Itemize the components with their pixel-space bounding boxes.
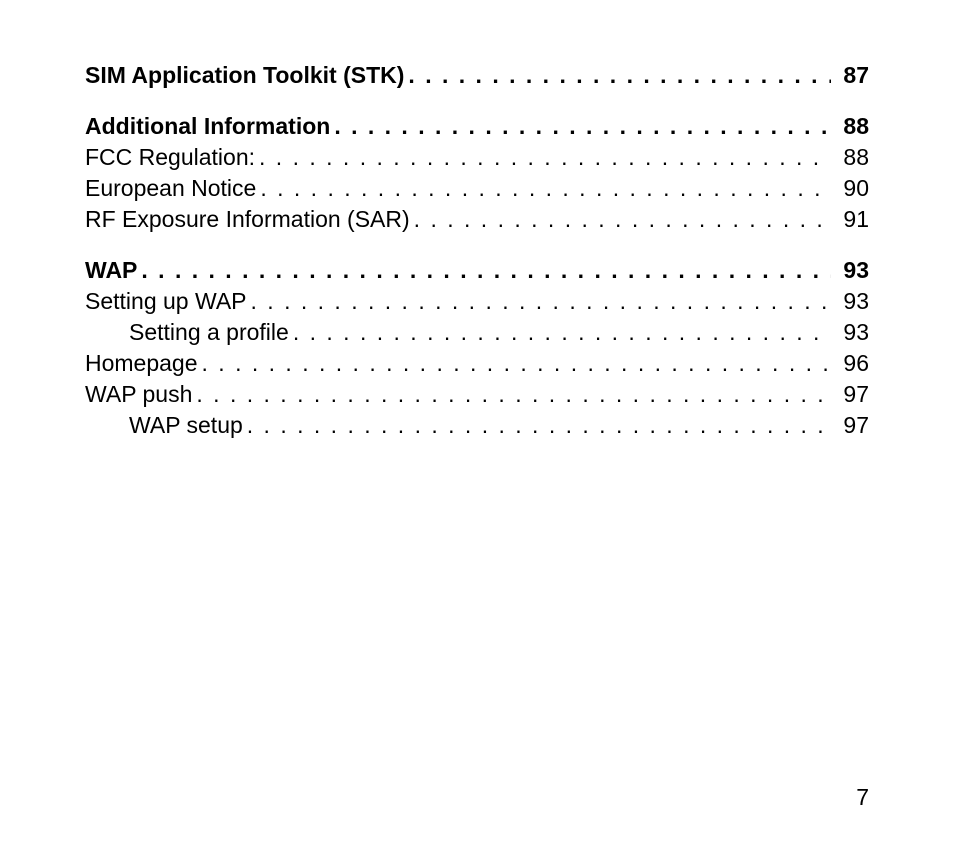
toc-entry-title: European Notice (85, 173, 256, 204)
toc-entry-page: 90 (835, 173, 869, 204)
toc-leader-dots: . . . . . . . . . . . . . . . . . . . . … (202, 348, 831, 379)
toc-entry-title: RF Exposure Information (SAR) (85, 204, 410, 235)
toc-section: SIM Application Toolkit (STK) . . . . . … (85, 60, 869, 91)
toc-entry-title: Homepage (85, 348, 198, 379)
toc-entry-title: WAP setup (129, 410, 243, 441)
toc-entry-title: WAP push (85, 379, 192, 410)
toc-entry: WAP . . . . . . . . . . . . . . . . . . … (85, 255, 869, 286)
toc-entry: WAP setup . . . . . . . . . . . . . . . … (85, 410, 869, 441)
toc-leader-dots: . . . . . . . . . . . . . . . . . . . . … (408, 60, 831, 91)
page-number: 7 (856, 784, 869, 811)
toc-leader-dots: . . . . . . . . . . . . . . . . . . . . … (247, 410, 831, 441)
toc-entry-page: 93 (835, 286, 869, 317)
table-of-contents: SIM Application Toolkit (STK) . . . . . … (85, 60, 869, 442)
toc-entry: RF Exposure Information (SAR) . . . . . … (85, 204, 869, 235)
toc-section: WAP . . . . . . . . . . . . . . . . . . … (85, 255, 869, 441)
toc-entry-page: 93 (835, 255, 869, 286)
toc-entry-title: Additional Information (85, 111, 330, 142)
toc-entry-page: 97 (835, 410, 869, 441)
toc-leader-dots: . . . . . . . . . . . . . . . . . . . . … (260, 173, 831, 204)
toc-entry: FCC Regulation: . . . . . . . . . . . . … (85, 142, 869, 173)
toc-section: Additional Information . . . . . . . . .… (85, 111, 869, 235)
toc-entry-page: 88 (835, 142, 869, 173)
toc-entry: Homepage . . . . . . . . . . . . . . . .… (85, 348, 869, 379)
toc-entry-page: 96 (835, 348, 869, 379)
toc-leader-dots: . . . . . . . . . . . . . . . . . . . . … (259, 142, 831, 173)
toc-entry-title: Setting up WAP (85, 286, 247, 317)
toc-entry: SIM Application Toolkit (STK) . . . . . … (85, 60, 869, 91)
toc-entry: Setting up WAP . . . . . . . . . . . . .… (85, 286, 869, 317)
toc-entry-page: 88 (835, 111, 869, 142)
toc-entry-page: 91 (835, 204, 869, 235)
toc-leader-dots: . . . . . . . . . . . . . . . . . . . . … (414, 204, 831, 235)
toc-leader-dots: . . . . . . . . . . . . . . . . . . . . … (251, 286, 831, 317)
toc-entry-title: WAP (85, 255, 137, 286)
toc-entry-title: Setting a profile (129, 317, 289, 348)
toc-leader-dots: . . . . . . . . . . . . . . . . . . . . … (141, 255, 831, 286)
toc-entry-page: 97 (835, 379, 869, 410)
toc-entry-page: 87 (835, 60, 869, 91)
toc-entry-title: SIM Application Toolkit (STK) (85, 60, 404, 91)
toc-entry: European Notice . . . . . . . . . . . . … (85, 173, 869, 204)
toc-entry: Setting a profile . . . . . . . . . . . … (85, 317, 869, 348)
toc-leader-dots: . . . . . . . . . . . . . . . . . . . . … (293, 317, 831, 348)
toc-entry: Additional Information . . . . . . . . .… (85, 111, 869, 142)
toc-entry: WAP push . . . . . . . . . . . . . . . .… (85, 379, 869, 410)
toc-entry-page: 93 (835, 317, 869, 348)
toc-leader-dots: . . . . . . . . . . . . . . . . . . . . … (196, 379, 831, 410)
toc-leader-dots: . . . . . . . . . . . . . . . . . . . . … (334, 111, 831, 142)
toc-entry-title: FCC Regulation: (85, 142, 255, 173)
